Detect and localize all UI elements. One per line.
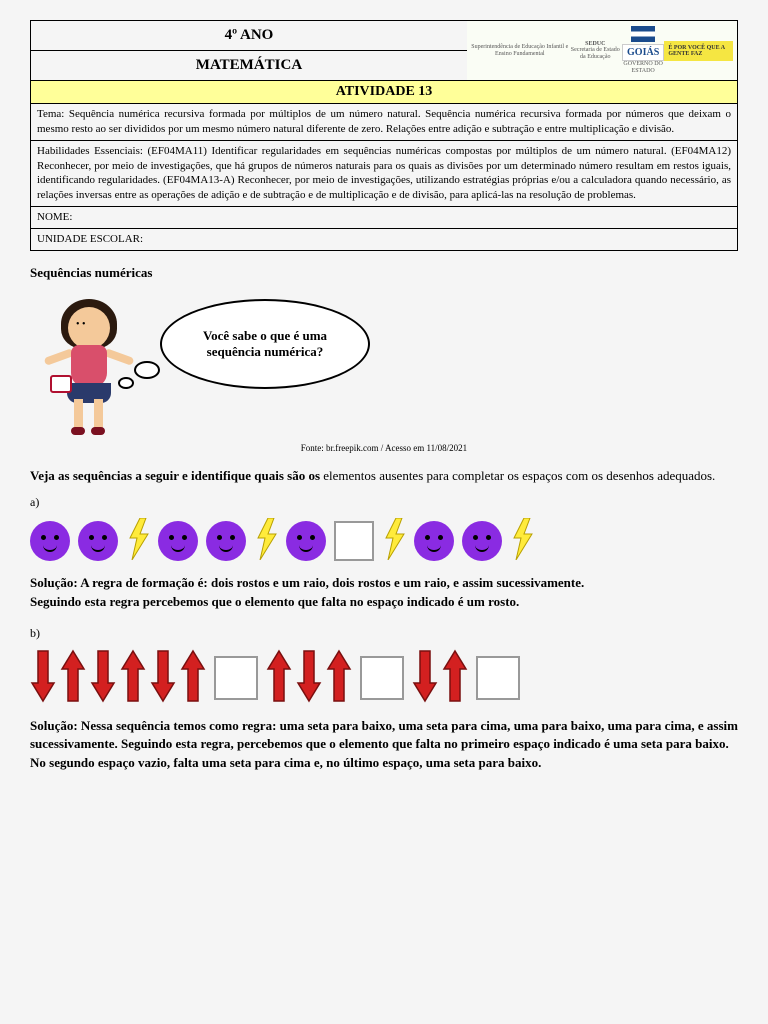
grade-level: 4º ANO bbox=[31, 21, 467, 51]
seduc-title: SEDUC bbox=[585, 41, 605, 48]
solution-a: Solução: A regra de formação é: dois ros… bbox=[30, 574, 738, 612]
face-icon bbox=[78, 521, 118, 561]
instruction-bold: Veja as sequências a seguir e identifiqu… bbox=[30, 468, 320, 483]
sequence-b bbox=[30, 649, 738, 707]
face-icon bbox=[286, 521, 326, 561]
instruction-text: Veja as sequências a seguir e identifiqu… bbox=[30, 467, 738, 485]
header-left: 4º ANO MATEMÁTICA bbox=[31, 21, 467, 80]
character-row: • • Você sabe o que é uma sequência numé… bbox=[30, 289, 738, 439]
arrow-down-icon bbox=[90, 649, 116, 707]
face-icon bbox=[462, 521, 502, 561]
speech-bubble: Você sabe o que é uma sequência numérica… bbox=[160, 299, 370, 389]
goias-text: GOIÁS bbox=[622, 44, 664, 61]
document-header: 4º ANO MATEMÁTICA Superintendência de Ed… bbox=[30, 20, 738, 81]
blank-slot bbox=[214, 656, 258, 700]
section-title: Sequências numéricas bbox=[30, 265, 738, 281]
flag-icon bbox=[631, 26, 655, 42]
unidade-field: UNIDADE ESCOLAR: bbox=[30, 229, 738, 251]
activity-title: ATIVIDADE 13 bbox=[30, 81, 738, 104]
blank-slot bbox=[476, 656, 520, 700]
instruction-rest: elementos ausentes para completar os esp… bbox=[320, 468, 715, 483]
bolt-icon bbox=[510, 518, 534, 564]
blank-slot bbox=[334, 521, 374, 561]
arrow-up-icon bbox=[120, 649, 146, 707]
image-caption: Fonte: br.freepik.com / Acesso em 11/08/… bbox=[30, 443, 738, 453]
sequence-a bbox=[30, 518, 738, 564]
seduc-sub: Secretaria de Estado da Educação bbox=[569, 47, 622, 60]
arrow-up-icon bbox=[180, 649, 206, 707]
bolt-icon bbox=[254, 518, 278, 564]
bolt-icon bbox=[126, 518, 150, 564]
face-icon bbox=[30, 521, 70, 561]
arrow-down-icon bbox=[296, 649, 322, 707]
nome-field: NOME: bbox=[30, 207, 738, 229]
logo-tagline: É POR VOCÊ QUE A GENTE FAZ bbox=[664, 41, 733, 61]
goias-sub: GOVERNO DO ESTADO bbox=[622, 61, 664, 74]
girl-illustration: • • bbox=[30, 289, 150, 439]
arrow-down-icon bbox=[412, 649, 438, 707]
question-a-label: a) bbox=[30, 495, 738, 510]
arrow-up-icon bbox=[60, 649, 86, 707]
bolt-icon bbox=[382, 518, 406, 564]
tema-box: Tema: Sequência numérica recursiva forma… bbox=[30, 104, 738, 141]
arrow-up-icon bbox=[266, 649, 292, 707]
face-icon bbox=[158, 521, 198, 561]
face-icon bbox=[414, 521, 454, 561]
arrow-down-icon bbox=[30, 649, 56, 707]
question-b-label: b) bbox=[30, 626, 738, 641]
blank-slot bbox=[360, 656, 404, 700]
arrow-up-icon bbox=[442, 649, 468, 707]
habilidades-box: Habilidades Essenciais: (EF04MA11) Ident… bbox=[30, 141, 738, 207]
subject-name: MATEMÁTICA bbox=[31, 51, 467, 80]
solution-b: Solução: Nessa sequência temos como regr… bbox=[30, 717, 738, 774]
arrow-up-icon bbox=[326, 649, 352, 707]
face-icon bbox=[206, 521, 246, 561]
header-logos: Superintendência de Educação Infantil e … bbox=[467, 21, 737, 80]
logo-sup-text: Superintendência de Educação Infantil e … bbox=[471, 44, 569, 57]
logo-seduc: SEDUC Secretaria de Estado da Educação bbox=[569, 41, 622, 61]
logo-superintendencia: Superintendência de Educação Infantil e … bbox=[471, 44, 569, 57]
arrow-down-icon bbox=[150, 649, 176, 707]
logo-goias: GOIÁS GOVERNO DO ESTADO bbox=[622, 26, 664, 74]
